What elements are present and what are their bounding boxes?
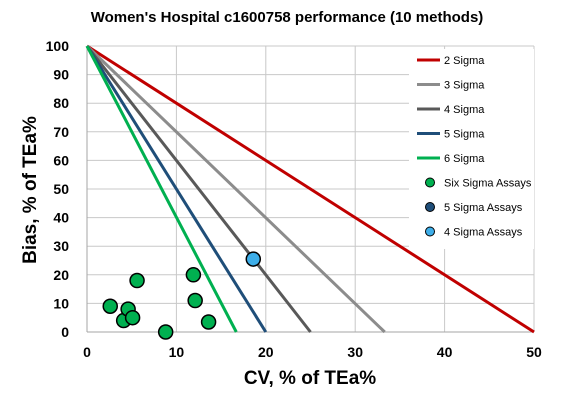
tick-labels: 0 10 20 30 40 50 60 70 80 90 100 0 10 20 30 40 50 bbox=[46, 38, 542, 360]
legend-marker-4-sigma-assays bbox=[425, 226, 435, 237]
legend-label-5-sigma: 5 Sigma bbox=[444, 129, 485, 141]
legend-label-4-sigma-assays: 4 Sigma Assays bbox=[444, 227, 523, 239]
line-5-sigma bbox=[85, 45, 268, 333]
legend-label-5-sigma-assays: 5 Sigma Assays bbox=[444, 202, 523, 214]
y-tick-label: 30 bbox=[53, 238, 69, 254]
legend-label-3-sigma: 3 Sigma bbox=[444, 80, 485, 92]
x-tick-label: 0 bbox=[83, 344, 91, 360]
legend-marker-six-sigma-assays bbox=[425, 177, 435, 188]
y-tick-label: 70 bbox=[53, 124, 69, 140]
legend-label-6-sigma: 6 Sigma bbox=[444, 153, 485, 165]
data-points bbox=[102, 251, 262, 340]
y-tick-label: 20 bbox=[53, 267, 69, 283]
legend-label-4-sigma: 4 Sigma bbox=[444, 104, 485, 116]
legend-label-six-sigma-assays: Six Sigma Assays bbox=[444, 178, 532, 190]
point-4-sigma-assays bbox=[245, 251, 262, 267]
point-six-sigma-assays bbox=[157, 324, 174, 340]
y-tick-label: 0 bbox=[61, 324, 69, 340]
y-tick-label: 90 bbox=[53, 67, 69, 83]
x-tick-label: 40 bbox=[437, 344, 453, 360]
point-six-sigma-assays bbox=[187, 292, 203, 309]
point-six-sigma-assays bbox=[200, 314, 217, 330]
legend-label-2-sigma: 2 Sigma bbox=[444, 55, 485, 67]
point-six-sigma-assays bbox=[185, 267, 202, 283]
point-six-sigma-assays bbox=[124, 309, 141, 326]
x-tick-label: 50 bbox=[526, 344, 542, 360]
sigma-lines bbox=[85, 44, 535, 334]
y-tick-label: 40 bbox=[53, 210, 69, 226]
y-tick-label: 50 bbox=[53, 181, 69, 197]
y-tick-label: 80 bbox=[53, 95, 69, 111]
x-tick-label: 30 bbox=[347, 344, 363, 360]
line-2-sigma bbox=[86, 44, 535, 334]
y-tick-label: 10 bbox=[53, 295, 69, 311]
y-tick-label: 60 bbox=[53, 152, 69, 168]
x-tick-label: 20 bbox=[258, 344, 274, 360]
line-4-sigma bbox=[85, 45, 312, 333]
x-axis-title: CV, % of TEa% bbox=[244, 368, 376, 389]
point-six-sigma-assays bbox=[129, 272, 145, 289]
line-3-sigma bbox=[85, 44, 386, 334]
legend: 2 Sigma 3 Sigma 4 Sigma 5 Sigma 6 Sigma Six S… bbox=[409, 49, 534, 249]
y-axis-title: Bias, % of TEa% bbox=[20, 116, 41, 264]
legend-background bbox=[409, 49, 534, 249]
point-six-sigma-assays bbox=[102, 298, 118, 315]
y-tick-label: 100 bbox=[46, 38, 70, 54]
x-tick-label: 10 bbox=[169, 344, 185, 360]
legend-marker-5-sigma-assays bbox=[425, 202, 435, 212]
chart-title: Women's Hospital c1600758 performance (1… bbox=[91, 9, 484, 26]
line-6-sigma bbox=[85, 45, 238, 333]
